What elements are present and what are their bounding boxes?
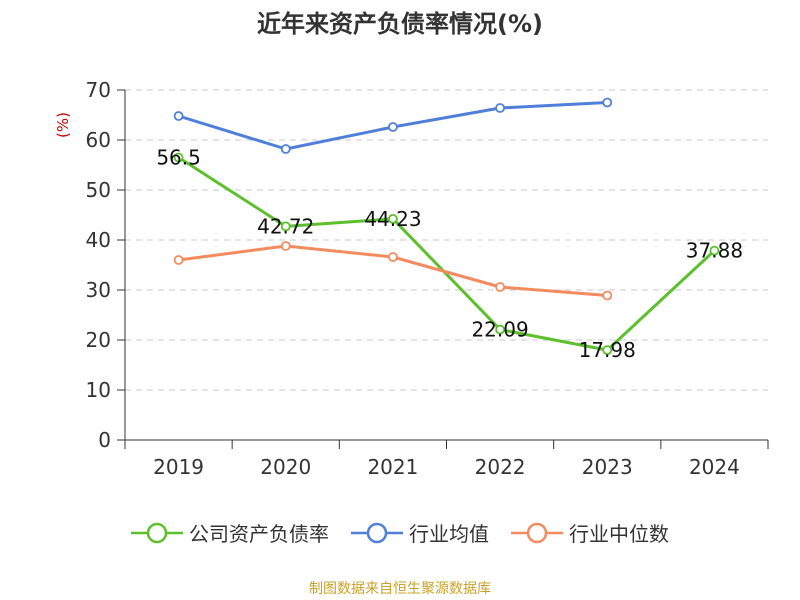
legend-marker [351,522,403,543]
x-tick-label: 2023 [582,455,633,479]
series-line-1 [177,156,716,352]
data-point [173,255,184,265]
y-tick-label: 40 [86,228,111,252]
data-source-note: 制图数据来自恒生聚源数据库 [309,581,491,597]
data-point [495,103,505,113]
data-label: 42.72 [257,214,314,238]
data-point [495,282,505,292]
y-tick-label: 70 [86,78,111,102]
legend-marker [131,522,183,543]
y-tick-label: 60 [86,128,111,152]
data-point [495,324,505,335]
data-point [602,97,613,108]
legend-label: 公司资产负债率 [189,522,329,546]
data-point [388,122,398,132]
y-tick-label: 0 [98,428,111,452]
data-point [280,221,291,232]
legend-item[interactable]: 公司资产负债率 [131,518,329,547]
data-point [709,245,720,256]
data-label: 56.5 [156,146,201,170]
data-point [602,345,613,356]
legend-item[interactable]: 行业中位数 [511,518,669,547]
y-tick-label: 10 [86,378,111,402]
y-axis-label: (%) [54,112,72,138]
legend-label: 行业中位数 [569,522,669,546]
data-point [280,241,291,251]
chart-legend: 公司资产负债率 行业均值 行业中位数 [0,518,800,547]
chart-title: 近年来资产负债率情况(%) [257,10,543,38]
data-point [388,252,398,262]
legend-label: 行业均值 [409,522,489,546]
y-tick-label: 20 [86,328,111,352]
data-label: 37.88 [686,239,743,263]
x-tick-label: 2024 [689,455,740,479]
x-tick-label: 2019 [153,455,204,479]
data-point [173,152,184,163]
data-point [280,144,291,154]
data-point [602,290,613,301]
x-tick-label: 2021 [367,455,418,479]
legend-item[interactable]: 行业均值 [351,518,489,547]
data-label: 22.09 [471,318,528,342]
data-label: 17.98 [579,338,636,362]
data-point [388,213,398,224]
data-label: 44.23 [364,207,421,231]
x-tick-label: 2020 [260,455,311,479]
y-tick-label: 30 [86,278,111,302]
legend-marker [511,522,563,543]
y-tick-label: 50 [86,178,111,202]
x-tick-label: 2022 [475,455,526,479]
data-point [173,111,184,121]
